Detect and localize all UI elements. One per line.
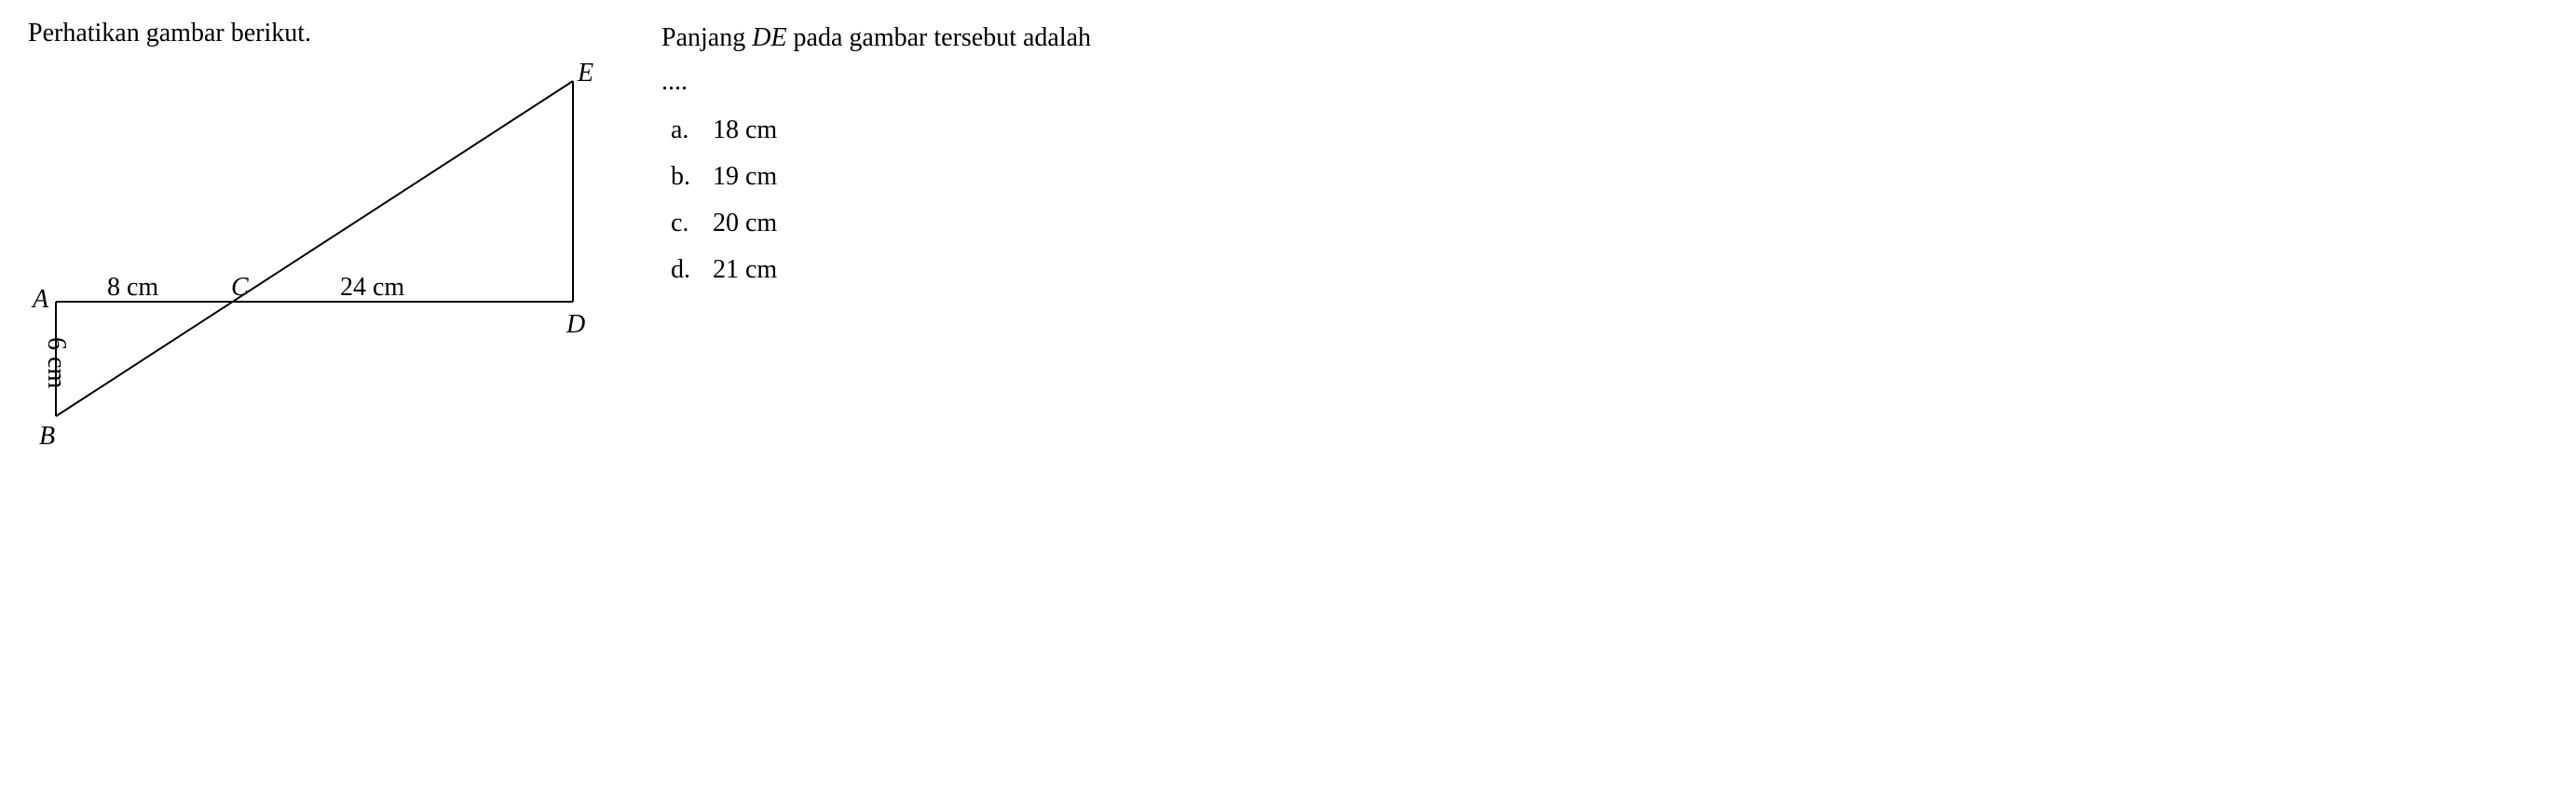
label-E: E: [577, 59, 593, 88]
option-value: 21 cm: [713, 255, 777, 285]
label-B: B: [39, 422, 55, 449]
question-suffix: pada gambar tersebut adalah: [787, 23, 1092, 52]
option-b: b. 19 cm: [671, 162, 2548, 192]
option-letter: d.: [671, 255, 694, 285]
question-dots: ....: [661, 67, 2548, 97]
option-d: d. 21 cm: [671, 255, 2548, 285]
option-value: 20 cm: [713, 209, 777, 238]
option-letter: a.: [671, 115, 694, 145]
measurement-AC: 8 cm: [107, 273, 158, 302]
option-letter: c.: [671, 209, 694, 238]
measurement-CD: 24 cm: [340, 273, 404, 302]
geometry-diagram: A B C D E 8 cm 24 cm 6 cm: [28, 58, 624, 449]
label-D: D: [566, 310, 585, 339]
option-value: 18 cm: [713, 115, 777, 145]
line-BE: [56, 81, 573, 416]
label-C: C: [231, 273, 249, 302]
instruction-text: Perhatikan gambar berikut.: [28, 19, 624, 48]
question-variable: DE: [752, 23, 786, 52]
question-prefix: Panjang: [661, 23, 752, 52]
option-a: a. 18 cm: [671, 115, 2548, 145]
measurement-AB: 6 cm: [42, 337, 71, 388]
options-list: a. 18 cm b. 19 cm c. 20 cm d. 21 cm: [661, 115, 2548, 285]
option-letter: b.: [671, 162, 694, 192]
label-A: A: [31, 285, 49, 314]
option-value: 19 cm: [713, 162, 777, 192]
question-text: Panjang DE pada gambar tersebut adalah: [661, 23, 2548, 53]
option-c: c. 20 cm: [671, 209, 2548, 238]
